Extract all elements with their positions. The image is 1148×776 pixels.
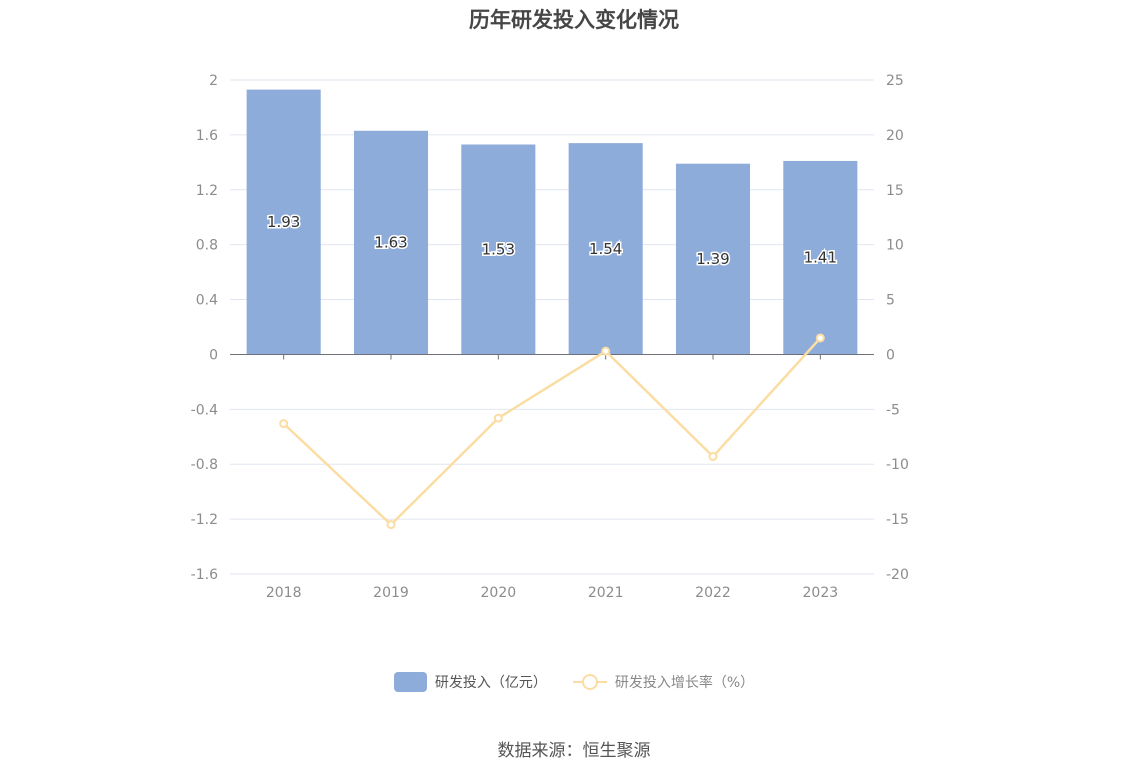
chart-title: 历年研发投入变化情况 xyxy=(469,8,679,32)
legend-label-line: 研发投入增长率（%） xyxy=(614,675,755,691)
y-left-tick-label: -1.6 xyxy=(191,567,218,583)
y-right-tick-label: 25 xyxy=(886,73,904,89)
y-right-tick-label: 20 xyxy=(886,128,904,144)
y-left-tick-label: 2 xyxy=(209,73,218,89)
legend: 研发投入（亿元） 研发投入增长率（%） xyxy=(0,672,1148,692)
y-right-tick-label: -5 xyxy=(886,402,900,418)
bar-value-label: 1.63 xyxy=(374,234,407,252)
legend-item-bar[interactable]: 研发投入（亿元） xyxy=(393,672,547,692)
x-tick-label: 2018 xyxy=(266,585,302,601)
growth-rate-point xyxy=(815,333,825,343)
y-left-tick-label: 1.6 xyxy=(196,128,218,144)
legend-line-swatch xyxy=(572,672,607,692)
x-tick-label: 2022 xyxy=(695,585,731,601)
growth-rate-line xyxy=(282,337,822,526)
x-tick-label: 2020 xyxy=(481,585,517,601)
y-right-tick-label: 5 xyxy=(886,293,895,309)
bar-value-label: 1.54 xyxy=(589,240,622,258)
y-left-tick-label: 1.2 xyxy=(196,183,218,199)
bar xyxy=(675,163,751,355)
y-right-tick-label: -15 xyxy=(886,512,909,528)
growth-rate-point xyxy=(601,346,611,356)
y-left-tick-label: 0 xyxy=(209,347,218,363)
y-left-tick-label: -0.8 xyxy=(191,457,218,473)
y-right-tick-label: 15 xyxy=(886,183,904,199)
bar xyxy=(353,130,429,355)
bar-value-label: 1.53 xyxy=(482,240,515,258)
legend-item-line[interactable]: 研发投入增长率（%） xyxy=(572,672,755,692)
bar-value-label: 1.39 xyxy=(696,250,729,268)
source-note: 数据来源：恒生聚源 xyxy=(497,741,651,761)
legend-label-bar: 研发投入（亿元） xyxy=(434,675,547,691)
bar xyxy=(246,89,321,355)
y-right-tick-label: 0 xyxy=(886,347,895,363)
y-left-tick-label: -0.4 xyxy=(191,402,218,418)
x-tick-label: 2023 xyxy=(803,585,839,601)
x-tick-label: 2019 xyxy=(373,585,409,601)
legend-bar-swatch xyxy=(393,672,427,692)
growth-rate-point xyxy=(386,520,396,530)
growth-rate-point xyxy=(493,413,503,423)
bar xyxy=(568,143,643,355)
growth-rate-point xyxy=(708,452,718,462)
y-right-tick-label: 10 xyxy=(886,238,904,254)
bar-value-label: 1.93 xyxy=(267,213,300,231)
growth-rate-point xyxy=(279,419,289,429)
bar-value-label: 1.41 xyxy=(804,249,837,267)
bar xyxy=(461,144,536,355)
y-right-tick-label: -20 xyxy=(886,567,909,583)
y-left-tick-label: 0.8 xyxy=(196,238,218,254)
y-right-tick-label: -10 xyxy=(886,457,909,473)
y-left-tick-label: -1.2 xyxy=(191,512,218,528)
bar xyxy=(783,160,858,355)
y-left-tick-label: 0.4 xyxy=(196,293,218,309)
x-tick-label: 2021 xyxy=(588,585,624,601)
